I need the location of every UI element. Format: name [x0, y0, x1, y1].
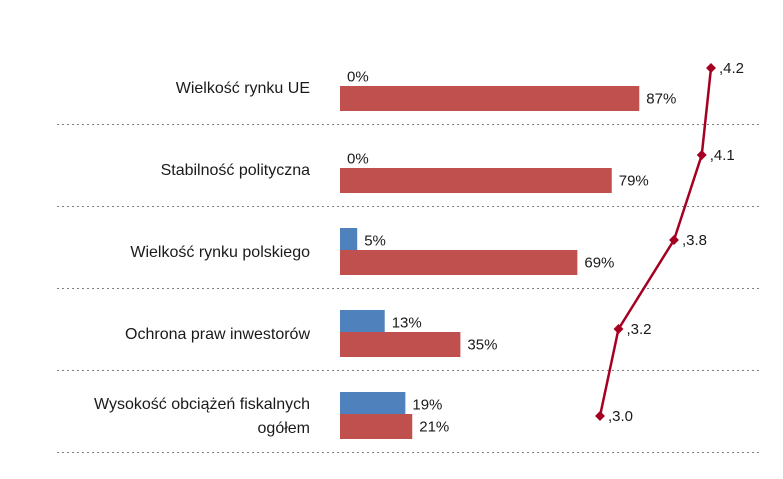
- score-line: [595, 63, 716, 421]
- bar-label-s0-2: 5%: [364, 233, 386, 250]
- score-point-3: [613, 324, 624, 334]
- score-label-3: ,3.2: [627, 321, 652, 338]
- bar-s0-4: [340, 392, 406, 417]
- score-point-0: [706, 63, 716, 73]
- score-label-2: ,3.8: [682, 232, 707, 249]
- bar-s1-0: [340, 86, 640, 111]
- bar-label-s1-2: 69%: [584, 255, 614, 272]
- bar-label-s0-0: 0%: [347, 69, 369, 86]
- bar-label-s0-4: 19%: [412, 397, 442, 414]
- score-label-4: ,3.0: [608, 408, 633, 425]
- score-label-0: ,4.2: [719, 60, 744, 77]
- bar-value-labels: 0% 87% 0% 79% 5% 69% 13% 35% 19% 21%: [347, 69, 676, 436]
- category-label: Wysokość obciążeń fiskalnych: [94, 396, 310, 413]
- bar-label-s1-1: 79%: [619, 173, 649, 190]
- bar-label-s0-1: 0%: [347, 151, 369, 168]
- category-labels: Wielkość rynku UE Stabilność polityczna Wi…: [94, 80, 310, 437]
- bar-label-s0-3: 13%: [392, 315, 422, 332]
- bar-s1-3: [340, 332, 461, 357]
- bar-s1-2: [340, 250, 578, 275]
- category-label: Ochrona praw inwestorów: [125, 326, 310, 343]
- bar-label-s1-0: 87%: [646, 91, 676, 108]
- bar-s0-2: [340, 228, 358, 253]
- bar-s1-4: [340, 414, 413, 439]
- category-label: ogółem: [258, 420, 310, 437]
- score-line-labels: ,4.2 ,4.1 ,3.8 ,3.2 ,3.0: [608, 60, 744, 425]
- score-point-1: [696, 150, 707, 160]
- category-label: Wielkość rynku polskiego: [130, 244, 310, 261]
- score-label-1: ,4.1: [710, 147, 735, 164]
- bar-s1-1: [340, 168, 612, 193]
- bar-s0-3: [340, 310, 385, 335]
- bar-label-s1-4: 21%: [419, 419, 449, 436]
- bars: [340, 86, 640, 439]
- score-point-4: [595, 411, 605, 421]
- bar-label-s1-3: 35%: [467, 337, 497, 354]
- category-label: Stabilność polityczna: [161, 162, 311, 179]
- score-point-2: [669, 235, 679, 245]
- category-label: Wielkość rynku UE: [176, 80, 310, 97]
